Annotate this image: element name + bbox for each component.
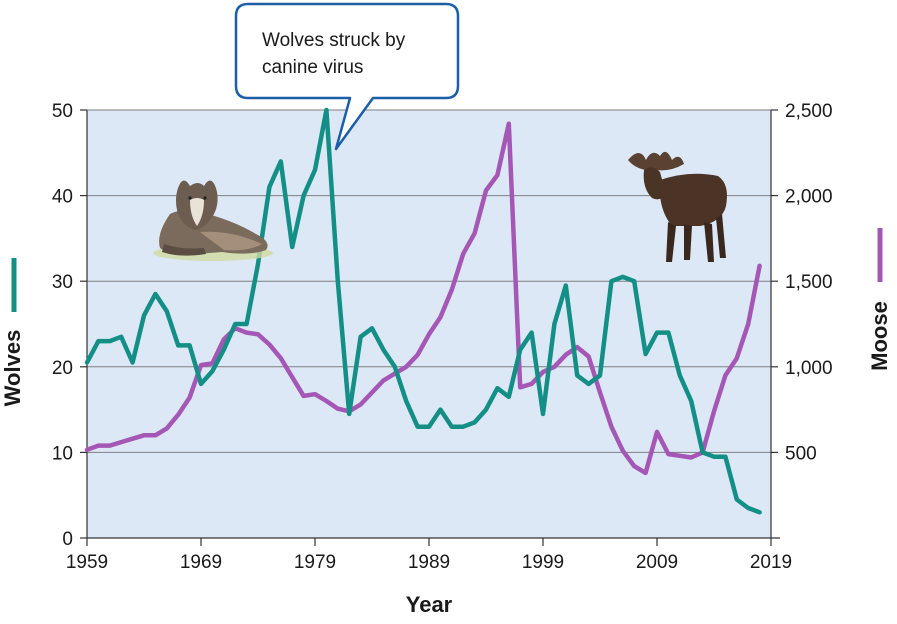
y-right-tick-label: 2,500 (785, 101, 833, 122)
y-left-tick-label: 30 (52, 272, 73, 293)
callout-bubble (234, 2, 460, 151)
x-axis-ticks: 1959 1969 1979 1989 1999 2009 2019 (66, 538, 792, 573)
y-left-tick-label: 20 (52, 358, 73, 379)
wolves-series-line (84, 107, 762, 515)
y-left-tick-label: 0 (62, 529, 73, 550)
y-right-tick-label: 500 (785, 443, 817, 464)
x-tick-label: 2009 (636, 552, 678, 573)
left-axis-title: Wolves (0, 330, 25, 407)
right-axis-title: Moose (867, 301, 892, 371)
callout-line-2: canine virus (262, 57, 363, 78)
callout-line-1: Wolves struck by (262, 30, 406, 51)
y-right-tick-label: 1,500 (785, 272, 833, 293)
y-left-tick-label: 10 (52, 443, 73, 464)
x-tick-label: 1959 (66, 552, 108, 573)
right-axis-ticks: 500 1,000 1,500 2,000 2,500 (771, 101, 833, 464)
plot-area (87, 110, 771, 538)
x-tick-label: 1989 (408, 552, 450, 573)
y-left-tick-label: 40 (52, 187, 73, 208)
x-tick-label: 1969 (180, 552, 222, 573)
x-tick-label: 1999 (522, 552, 564, 573)
y-right-tick-label: 1,000 (785, 358, 833, 379)
left-axis-ticks: 0 10 20 30 40 50 (52, 101, 87, 550)
x-tick-label: 2019 (750, 552, 792, 573)
y-right-tick-label: 2,000 (785, 187, 833, 208)
virus-callout: Wolves struck by canine virus (234, 2, 460, 151)
x-axis-title: Year (406, 592, 453, 617)
wolf-image (153, 180, 273, 261)
y-left-tick-label: 50 (52, 101, 73, 122)
moose-image (628, 151, 727, 262)
x-tick-label: 1979 (294, 552, 336, 573)
